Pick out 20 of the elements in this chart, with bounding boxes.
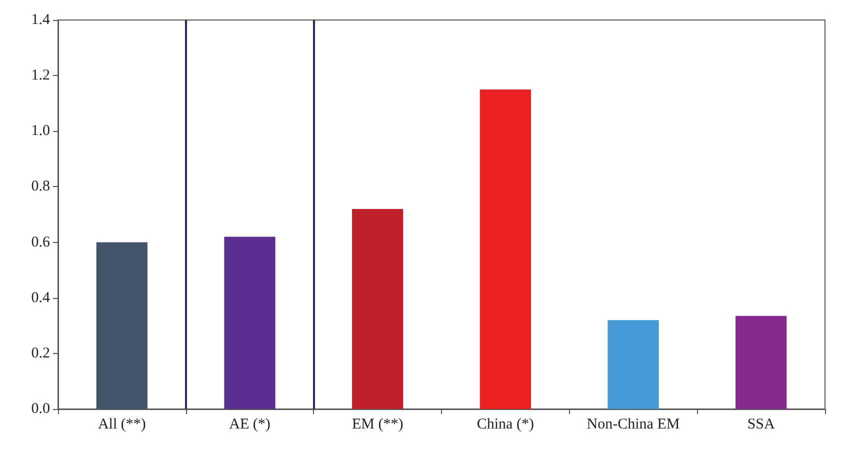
y-tick-label: 0.6 [31, 234, 50, 250]
x-tick-label: All (**) [98, 416, 146, 432]
y-tick-label: 0.2 [31, 345, 50, 362]
y-tick-label: 0.8 [31, 178, 50, 195]
x-tick-label: SSA [747, 416, 775, 432]
y-tick-label: 1.4 [31, 12, 50, 28]
bar [608, 320, 659, 409]
y-tick-label: 0.4 [31, 290, 50, 306]
y-tick-label: 0.0 [31, 401, 50, 417]
bar [352, 208, 404, 409]
x-tick-label: EM (**) [352, 416, 404, 432]
x-tick-label: AE (*) [229, 416, 270, 432]
y-tick-label: 1.2 [31, 68, 50, 84]
x-tick-label: Non-China EM [586, 416, 680, 432]
bar [480, 89, 531, 409]
bar [736, 316, 787, 409]
y-tick-label: 1.0 [31, 123, 50, 140]
x-tick-label: China (*) [476, 416, 534, 432]
bar [96, 242, 148, 409]
bar [224, 236, 276, 409]
